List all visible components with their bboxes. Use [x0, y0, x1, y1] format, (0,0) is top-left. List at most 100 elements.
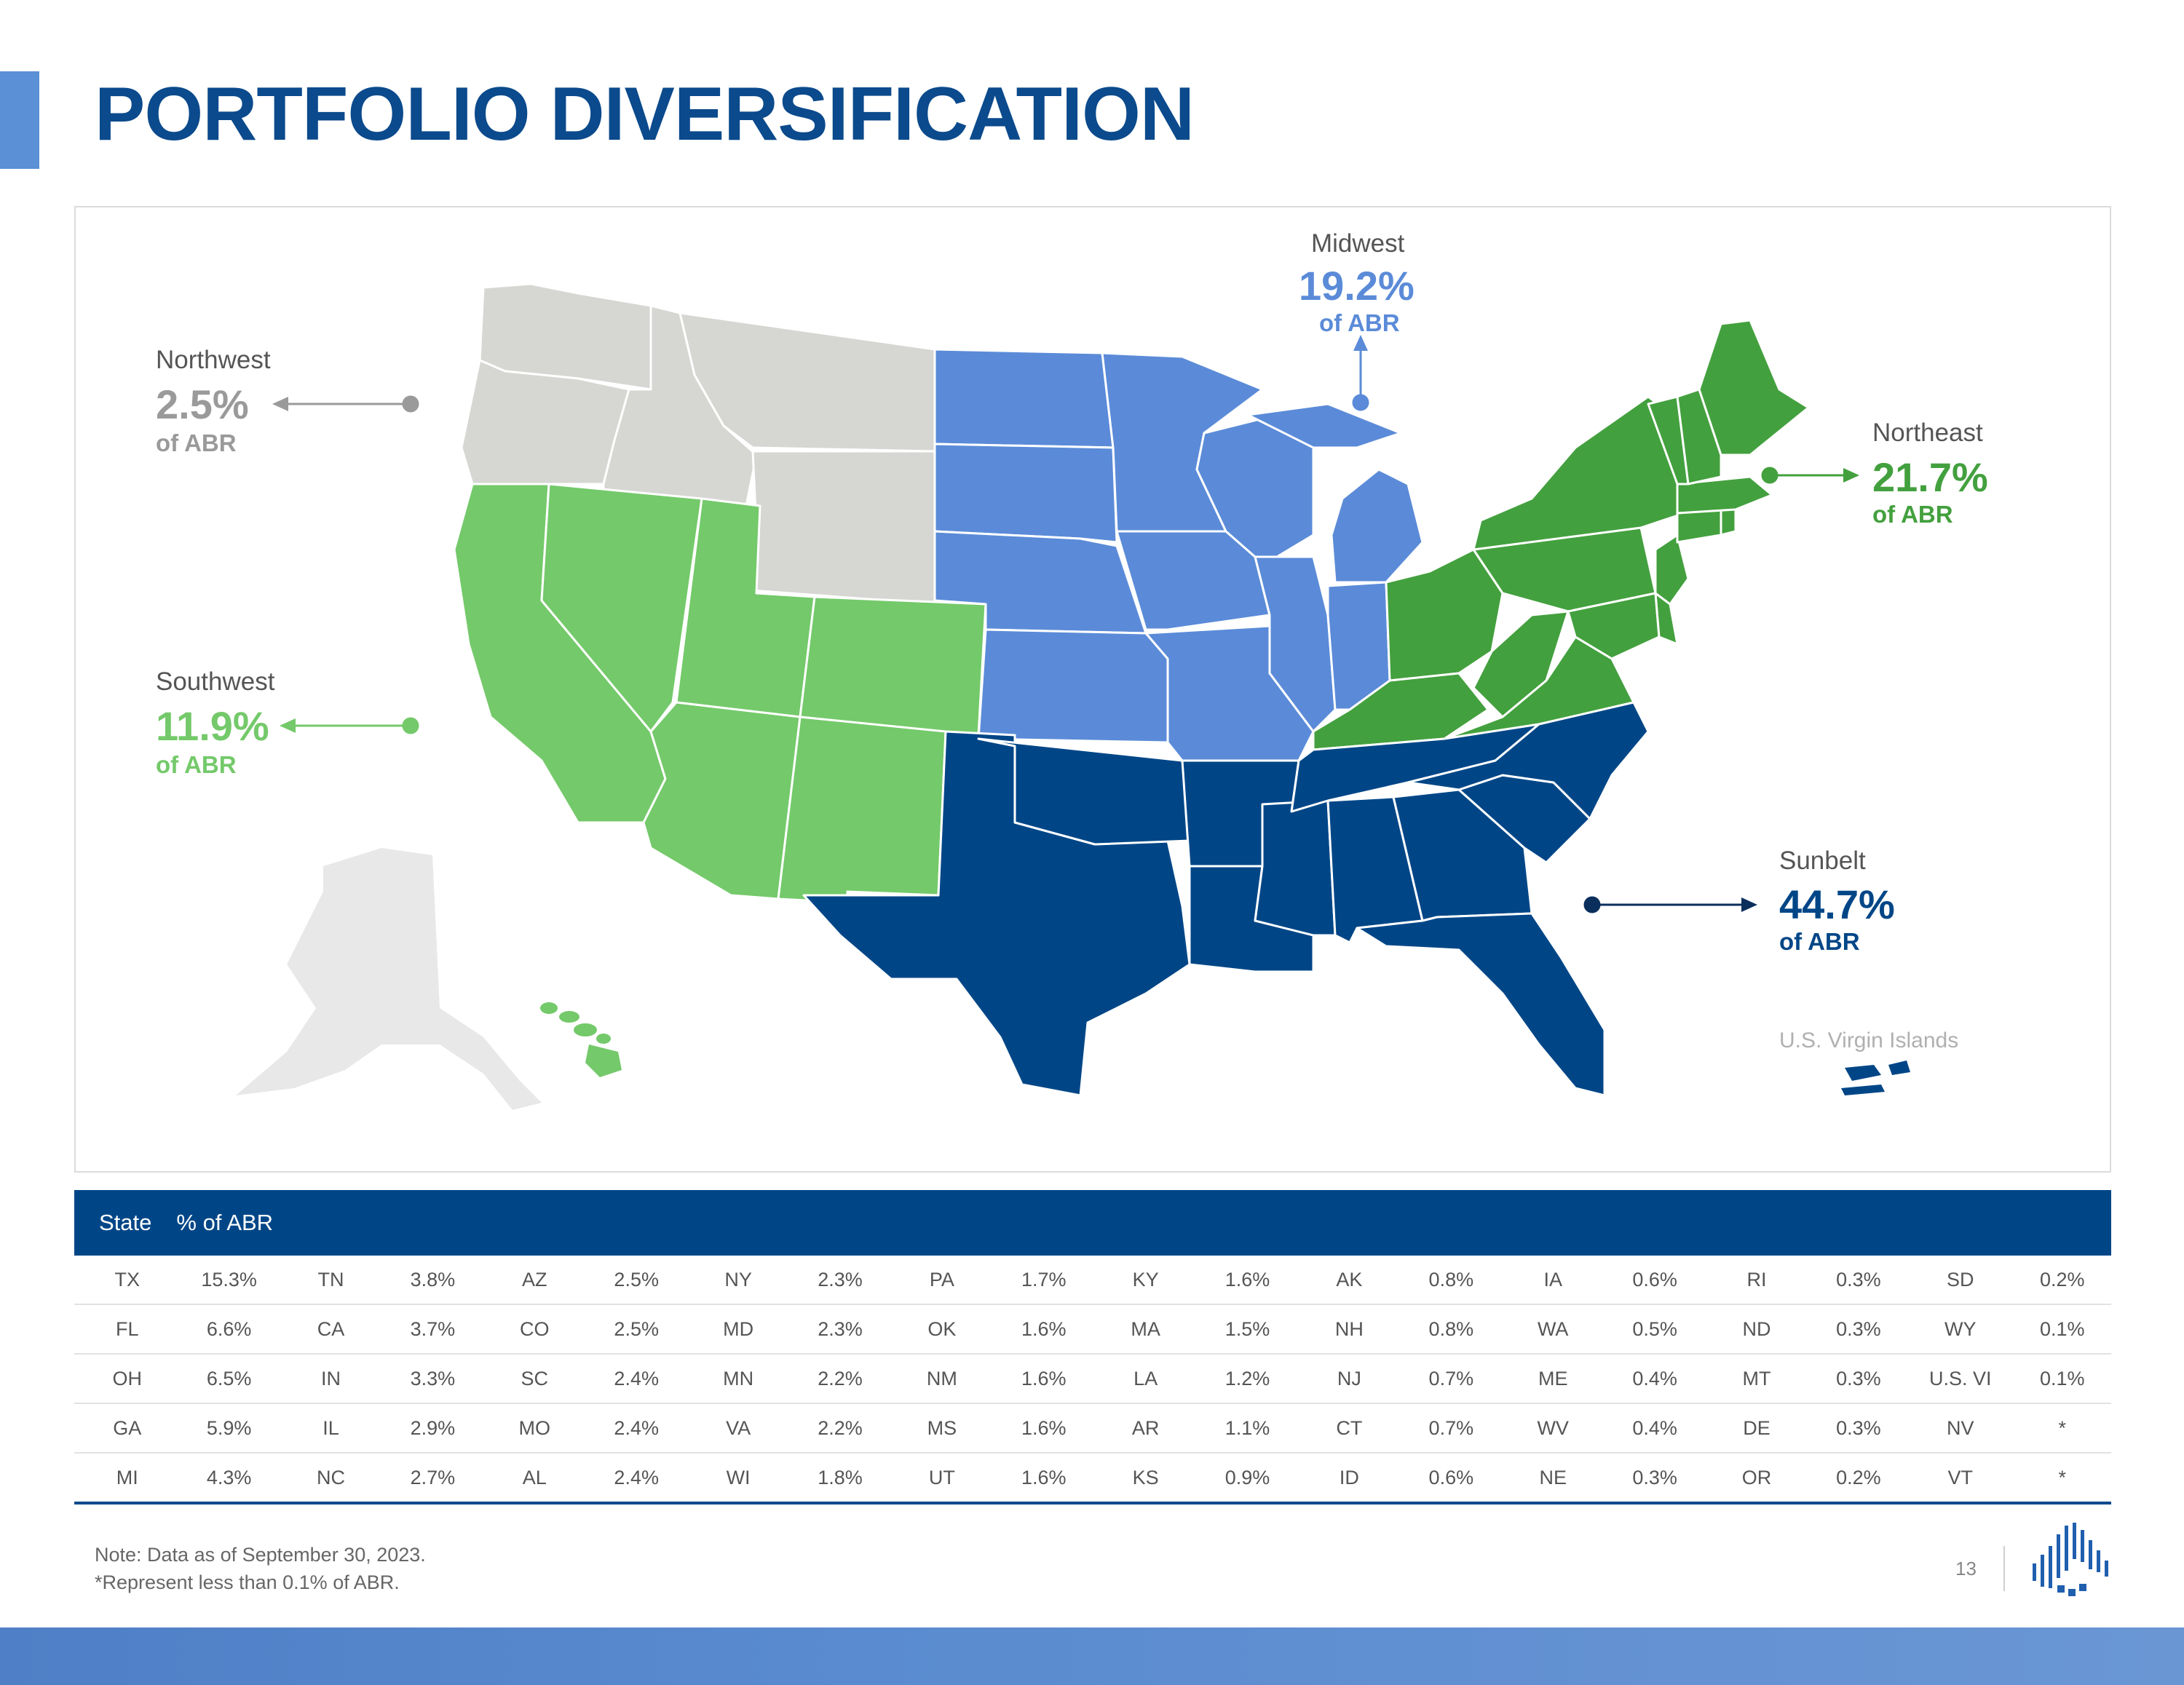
state-me [1698, 319, 1810, 456]
midwest-label: Midwest [1311, 229, 1405, 258]
state-ks [977, 628, 1169, 744]
state-code-cell: NV [1907, 1403, 2014, 1454]
midwest-arrow [1352, 335, 1369, 411]
abr-value-cell: 1.6% [994, 1403, 1093, 1454]
southwest-label: Southwest [156, 667, 275, 696]
abr-table-body: TX 15.3% TN 3.8% AZ 2.5% NY 2.3% PA 1.7% KY 1.6% AK 0… [74, 1256, 2111, 1504]
northwest-pct: 2.5% [156, 381, 249, 427]
state-code-cell: MA [1092, 1304, 1199, 1355]
state-code-cell: IA [1500, 1256, 1606, 1305]
abr-value-cell: 0.3% [1809, 1403, 1908, 1454]
abr-value-cell: 2.4% [587, 1354, 686, 1404]
northeast-pct: 21.7% [1872, 454, 1988, 500]
state-nd [933, 348, 1115, 449]
abr-value-cell: 2.2% [791, 1403, 890, 1454]
state-fl [1356, 912, 1606, 1097]
state-code-cell: TX [74, 1256, 181, 1305]
state-code-cell: MD [685, 1304, 791, 1355]
abr-value-cell: 0.1% [2013, 1354, 2111, 1404]
state-code-cell: OH [74, 1354, 181, 1404]
state-sd [933, 443, 1118, 544]
state-code-cell: OR [1704, 1453, 1810, 1504]
state-code-cell: RI [1704, 1256, 1810, 1305]
state-mi [1246, 403, 1424, 584]
state-code-cell: VA [685, 1403, 791, 1454]
virgin-islands-shape [1841, 1060, 1910, 1095]
state-code-cell: NC [277, 1453, 384, 1504]
midwest-pct: 19.2% [1299, 263, 1415, 309]
table-row: MI 4.3% NC 2.7% AL 2.4% WI 1.8% UT 1.6% KS 0.9% ID 0.… [74, 1453, 2111, 1504]
northeast-sub: of ABR [1872, 501, 1953, 528]
abr-value-cell: 6.6% [180, 1304, 278, 1355]
note-date: Note: Data as of September 30, 2023. [95, 1544, 426, 1566]
midwest-sub: of ABR [1319, 309, 1400, 336]
abr-value-cell: 0.3% [1605, 1453, 1704, 1504]
state-code-cell: IL [277, 1403, 384, 1454]
abr-value-cell: 1.6% [994, 1453, 1093, 1504]
state-nh [1676, 388, 1722, 485]
abr-value-cell: 4.3% [180, 1453, 278, 1504]
state-code-cell: PA [889, 1256, 995, 1305]
abr-value-cell: 6.5% [180, 1354, 278, 1404]
state-code-cell: WV [1500, 1403, 1606, 1454]
state-code-cell: VT [1907, 1453, 2014, 1504]
state-code-cell: AR [1092, 1403, 1199, 1454]
state-code-cell: NY [685, 1256, 791, 1305]
abr-value-cell: 1.1% [1198, 1403, 1297, 1454]
state-nv [540, 483, 703, 733]
abr-value-cell: 0.9% [1198, 1453, 1297, 1504]
abr-value-cell: 1.6% [994, 1304, 1093, 1355]
abr-value-cell: 0.3% [1809, 1354, 1908, 1404]
state-code-cell: ND [1704, 1304, 1810, 1355]
southwest-arrow [280, 717, 419, 734]
abr-value-cell: 0.7% [1402, 1354, 1500, 1404]
state-code-cell: NE [1500, 1453, 1606, 1504]
note-asterisk: *Represent less than 0.1% of ABR. [95, 1571, 400, 1593]
state-code-cell: KS [1092, 1453, 1199, 1504]
abr-value-cell: 1.6% [1198, 1256, 1297, 1305]
southwest-sub: of ABR [156, 751, 237, 778]
abr-value-cell: 0.3% [1809, 1256, 1908, 1305]
state-code-cell: AL [481, 1453, 588, 1504]
state-code-cell: WY [1907, 1304, 2014, 1355]
abr-value-cell: 0.2% [1809, 1453, 1908, 1504]
abr-value-cell: 0.4% [1605, 1403, 1704, 1454]
footer-divider [2003, 1546, 2005, 1591]
state-code-cell: MO [481, 1403, 588, 1454]
state-ma [1676, 475, 1773, 515]
state-code-cell: WI [685, 1453, 791, 1504]
sunbelt-sub: of ABR [1779, 928, 1860, 955]
state-code-cell: MI [74, 1453, 181, 1504]
state-az [642, 701, 802, 900]
company-logo [2033, 1523, 2108, 1596]
state-code-cell: CO [481, 1304, 588, 1355]
abr-value-cell: 1.8% [791, 1453, 890, 1504]
southwest-pct: 11.9% [156, 703, 269, 749]
abr-value-cell: 2.9% [384, 1403, 482, 1454]
state-code-cell: ID [1296, 1453, 1403, 1504]
abr-value-cell: 2.2% [791, 1354, 890, 1404]
abr-value-cell: 2.5% [587, 1256, 686, 1305]
abr-value-cell: 2.5% [587, 1304, 686, 1355]
state-ms [1254, 799, 1337, 937]
sunbelt-label: Sunbelt [1779, 847, 1866, 875]
state-wy [740, 450, 936, 606]
abr-value-cell: 0.8% [1402, 1304, 1500, 1355]
state-code-cell: ME [1500, 1354, 1606, 1404]
state-code-cell: TN [277, 1256, 384, 1305]
table-header: State % of ABR [74, 1190, 2111, 1256]
abr-value-cell: 0.8% [1402, 1256, 1500, 1305]
state-ct [1676, 508, 1722, 544]
state-nm [777, 715, 947, 904]
state-code-cell: KY [1092, 1256, 1199, 1305]
northwest-label: Northwest [156, 346, 271, 374]
header-abr: % of ABR [176, 1210, 274, 1235]
state-code-cell: IN [277, 1354, 384, 1404]
state-code-cell: CT [1296, 1403, 1403, 1454]
state-code-cell: LA [1092, 1354, 1199, 1404]
abr-value-cell: 5.9% [180, 1403, 278, 1454]
abr-value-cell: 0.6% [1402, 1453, 1500, 1504]
abr-value-cell: 1.2% [1198, 1354, 1297, 1404]
state-il [1254, 555, 1337, 733]
abr-value-cell: * [2013, 1403, 2111, 1454]
